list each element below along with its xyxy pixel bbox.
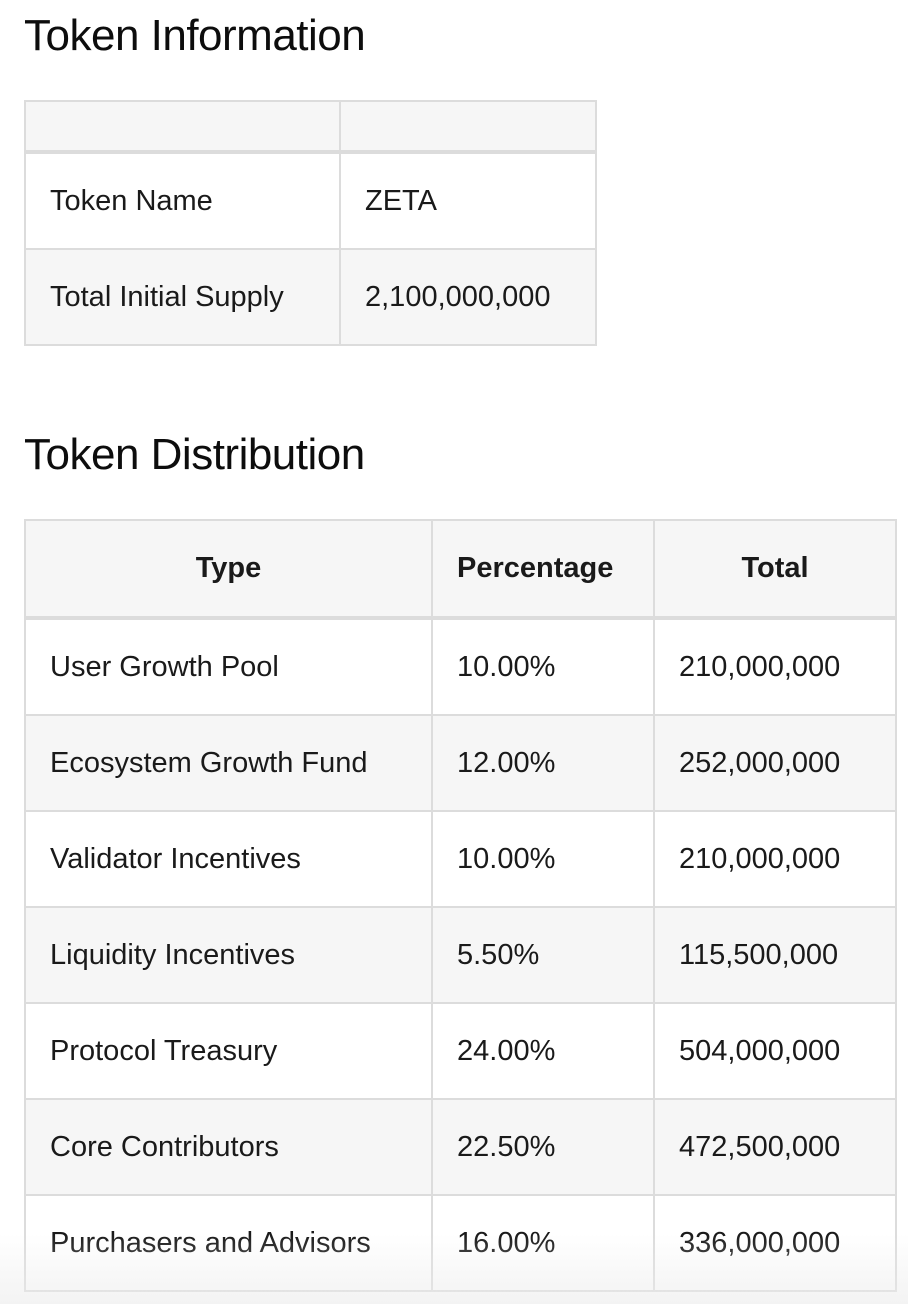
table-row: Core Contributors 22.50% 472,500,000 bbox=[24, 1098, 897, 1196]
token-information-title: Token Information bbox=[24, 11, 366, 60]
type-cell: Protocol Treasury bbox=[24, 1002, 433, 1100]
token-information-table: Token Name ZETA Total Initial Supply 2,1… bbox=[24, 100, 597, 346]
row-label: Total Initial Supply bbox=[24, 248, 341, 346]
table-row: Total Initial Supply 2,100,000,000 bbox=[24, 248, 597, 346]
header-cell bbox=[339, 100, 597, 154]
type-cell: Validator Incentives bbox=[24, 810, 433, 908]
table-row: Protocol Treasury 24.00% 504,000,000 bbox=[24, 1002, 897, 1100]
total-cell: 472,500,000 bbox=[653, 1098, 897, 1196]
token-distribution-table: Type Percentage Total User Growth Pool 1… bbox=[24, 519, 897, 1292]
column-header-type: Type bbox=[24, 519, 433, 620]
type-cell: Core Contributors bbox=[24, 1098, 433, 1196]
total-cell: 336,000,000 bbox=[653, 1194, 897, 1292]
row-value: 2,100,000,000 bbox=[339, 248, 597, 346]
percentage-cell: 10.00% bbox=[431, 617, 655, 716]
table-row: Ecosystem Growth Fund 12.00% 252,000,000 bbox=[24, 714, 897, 812]
percentage-cell: 5.50% bbox=[431, 906, 655, 1004]
percentage-cell: 16.00% bbox=[431, 1194, 655, 1292]
header-cell bbox=[24, 100, 341, 154]
type-cell: User Growth Pool bbox=[24, 617, 433, 716]
percentage-cell: 12.00% bbox=[431, 714, 655, 812]
total-cell: 210,000,000 bbox=[653, 617, 897, 716]
row-label: Token Name bbox=[24, 151, 341, 250]
type-cell: Ecosystem Growth Fund bbox=[24, 714, 433, 812]
token-distribution-title: Token Distribution bbox=[24, 430, 365, 479]
table-row: Purchasers and Advisors 16.00% 336,000,0… bbox=[24, 1194, 897, 1292]
table-row: Liquidity Incentives 5.50% 115,500,000 bbox=[24, 906, 897, 1004]
type-cell: Purchasers and Advisors bbox=[24, 1194, 433, 1292]
total-cell: 210,000,000 bbox=[653, 810, 897, 908]
percentage-cell: 24.00% bbox=[431, 1002, 655, 1100]
table-row: Validator Incentives 10.00% 210,000,000 bbox=[24, 810, 897, 908]
column-header-percentage: Percentage bbox=[431, 519, 655, 620]
table-row: User Growth Pool 10.00% 210,000,000 bbox=[24, 617, 897, 716]
table-row: Token Name ZETA bbox=[24, 151, 597, 250]
total-cell: 115,500,000 bbox=[653, 906, 897, 1004]
percentage-cell: 22.50% bbox=[431, 1098, 655, 1196]
row-value: ZETA bbox=[339, 151, 597, 250]
total-cell: 504,000,000 bbox=[653, 1002, 897, 1100]
percentage-cell: 10.00% bbox=[431, 810, 655, 908]
table-header-row bbox=[24, 100, 597, 154]
type-cell: Liquidity Incentives bbox=[24, 906, 433, 1004]
column-header-total: Total bbox=[653, 519, 897, 620]
table-header-row: Type Percentage Total bbox=[24, 519, 897, 620]
total-cell: 252,000,000 bbox=[653, 714, 897, 812]
